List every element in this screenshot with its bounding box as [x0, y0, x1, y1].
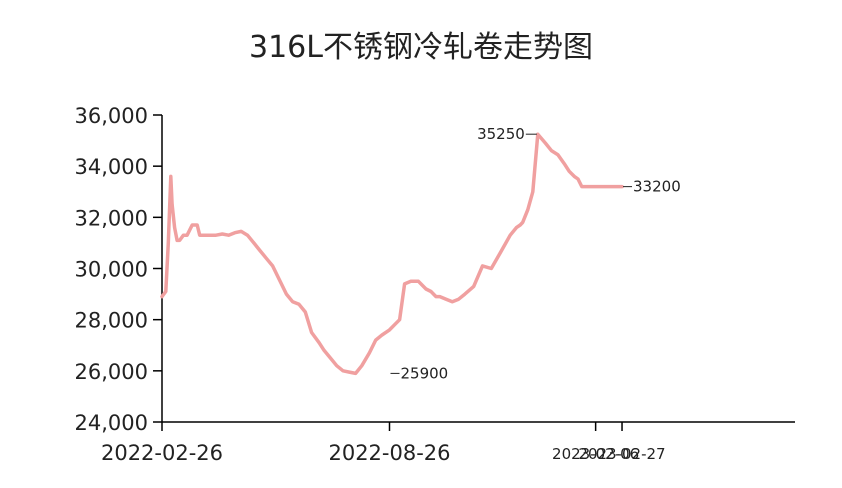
annotations: 25900 35250 33200	[390, 125, 681, 382]
y-tick-label: 34,000	[75, 155, 148, 179]
price-series-line	[160, 132, 624, 376]
y-tick-label: 26,000	[75, 360, 148, 384]
x-tick-label: 2022-08-26	[328, 441, 450, 465]
y-tick-label: 30,000	[75, 258, 148, 282]
x-tick-label: 2023-02-06	[552, 445, 639, 463]
y-tick-label: 32,000	[75, 206, 148, 230]
x-tick-label: 2023-02-27	[578, 445, 665, 463]
annotation-label: 33200	[633, 178, 681, 196]
annotation-label: 35250	[477, 125, 525, 143]
y-tick-label: 28,000	[75, 309, 148, 333]
chart-title: 316L不锈钢冷轧卷走势图	[249, 30, 593, 65]
x-tick-label: 2022-02-26	[101, 441, 223, 465]
plot-area	[160, 132, 624, 376]
y-tick-label: 36,000	[75, 104, 148, 128]
annotation-label: 25900	[401, 364, 449, 382]
y-axis: 24,000 26,000 28,000 30,000 32,000 34,000 36,0…	[75, 104, 163, 435]
y-tick-label: 24,000	[75, 411, 148, 435]
